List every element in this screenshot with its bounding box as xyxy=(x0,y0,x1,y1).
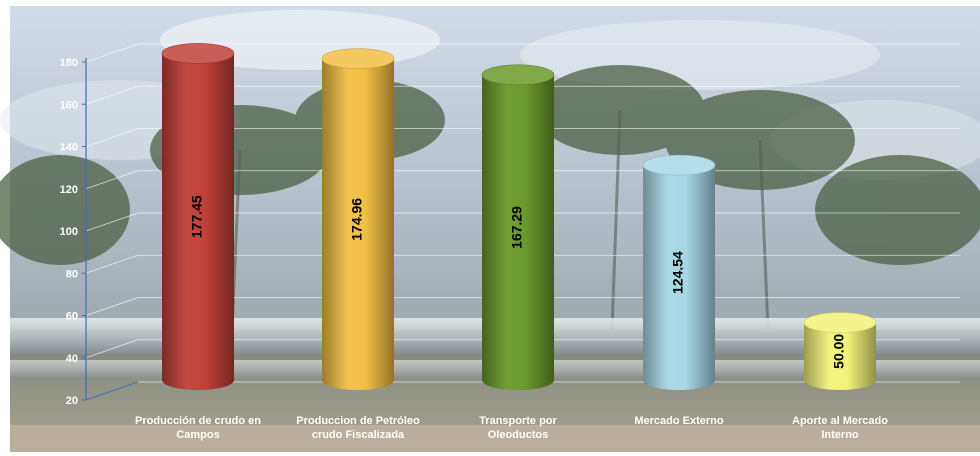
bar-body xyxy=(804,322,876,390)
bar-transporte-por-oleoductos: 167.29 xyxy=(481,64,555,390)
y-tick-label: 40 xyxy=(66,353,78,365)
y-axis-depth-line xyxy=(85,381,139,401)
y-tick-label: 120 xyxy=(60,184,78,196)
gridline-depth xyxy=(85,85,139,105)
gridline-depth xyxy=(85,212,139,232)
value-label: 174.96 xyxy=(349,198,365,241)
x-tick-label: Mercado Externo xyxy=(634,415,724,427)
x-tick-label: Aporte al Mercado Interno xyxy=(792,415,888,441)
x-tick-label: Transporte por Oleoductos xyxy=(479,415,557,441)
bar-top xyxy=(642,154,716,176)
bar-produccion-de-crudo-en-campos: 177.45 xyxy=(161,43,235,391)
value-label: 50.00 xyxy=(831,334,847,369)
value-label: 177.45 xyxy=(189,195,205,238)
bar-top xyxy=(321,48,395,69)
bar-top xyxy=(803,312,877,333)
gridline-depth xyxy=(85,43,139,63)
y-tick-label: 60 xyxy=(66,311,78,323)
x-tick-label: Produccion de Petróleo crudo Fiscalizada xyxy=(296,415,420,441)
y-tick-label: 80 xyxy=(66,268,78,280)
gridline-depth xyxy=(85,170,139,190)
bar-top xyxy=(481,64,555,86)
bar-top xyxy=(161,43,235,64)
y-tick-label: 180 xyxy=(60,57,78,69)
bar-produccion-de-petroleo-crudo-fiscalizada: 174.96 xyxy=(321,48,395,390)
y-tick-label: 100 xyxy=(60,226,78,238)
y-tick-label: 140 xyxy=(60,142,78,154)
gridline-depth xyxy=(85,254,139,274)
x-tick-label: Producción de crudo en Campos xyxy=(135,415,261,441)
bar-body xyxy=(643,165,715,390)
value-label: 124.54 xyxy=(670,251,686,294)
bar-body xyxy=(482,74,554,390)
y-axis: 20 40 60 80 100 120 140 160 180 xyxy=(60,57,139,407)
value-label: 167.29 xyxy=(509,206,525,249)
bar-mercado-externo: 124.54 xyxy=(642,154,716,390)
bar-body xyxy=(162,53,234,391)
x-axis-labels: Producción de crudo en Campos Produccion d… xyxy=(135,415,888,441)
bars: 177.45 174.96 167.29 124.54 50.00 xyxy=(161,43,877,391)
bar-body xyxy=(322,58,394,390)
y-tick-label: 20 xyxy=(66,395,78,407)
bar-aporte-al-mercado-interno: 50.00 xyxy=(803,312,877,390)
gridline-depth xyxy=(85,128,139,147)
y-tick-label: 160 xyxy=(60,99,78,111)
gridline-depth xyxy=(85,297,139,316)
gridline-depth xyxy=(85,339,139,359)
